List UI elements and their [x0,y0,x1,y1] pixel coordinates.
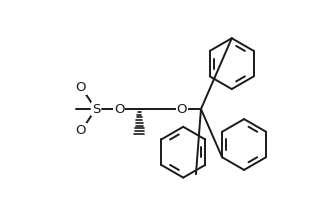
Text: O: O [76,81,86,94]
Text: O: O [114,103,124,116]
Text: O: O [176,103,187,116]
Text: S: S [92,103,100,116]
Text: O: O [76,124,86,137]
